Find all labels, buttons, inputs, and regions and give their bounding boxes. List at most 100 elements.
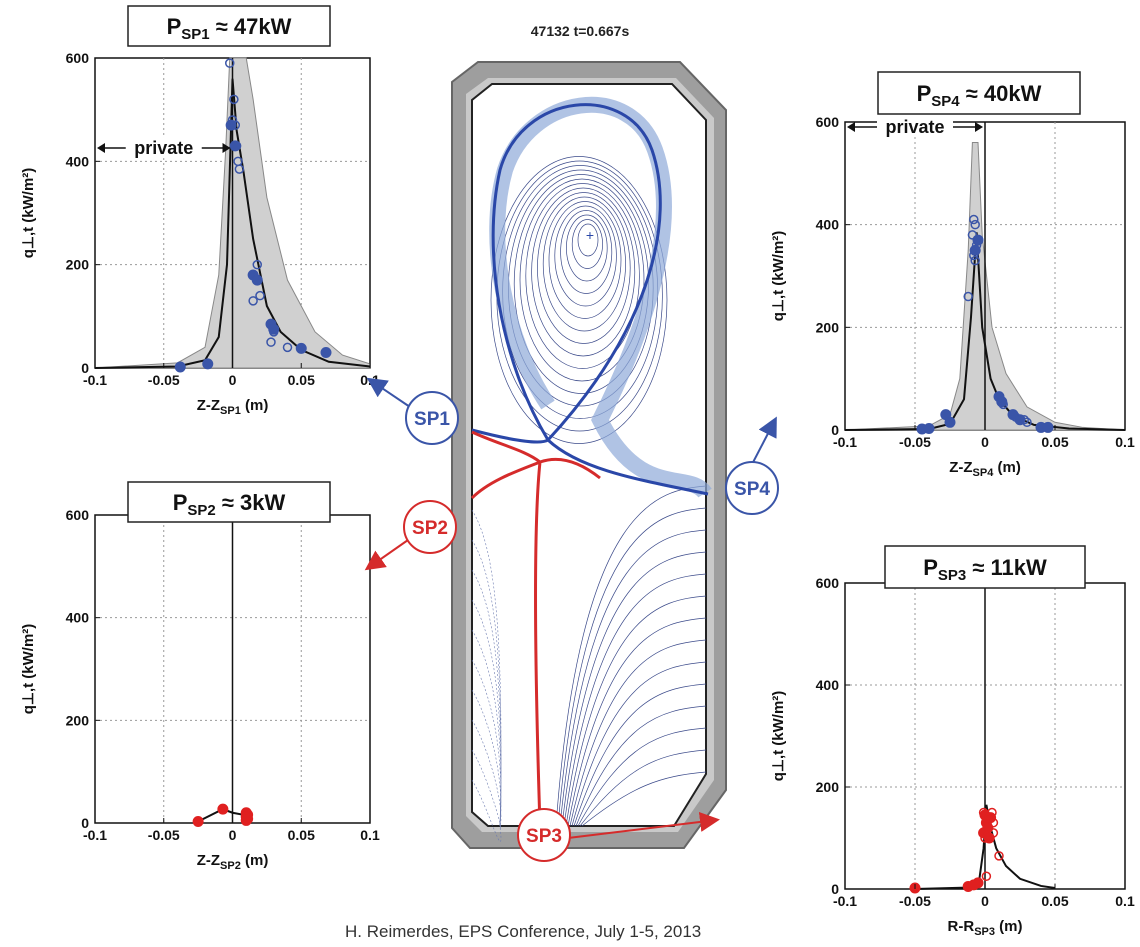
y-tick-label-sp3: 600 <box>816 575 840 591</box>
sol-blue-band <box>489 96 712 499</box>
data-point-open-sp4 <box>963 291 973 302</box>
title-box-sp4 <box>877 71 1081 115</box>
open-field-line <box>567 617 707 827</box>
private-label-sp4: private <box>885 117 944 137</box>
data-point-sp1 <box>268 323 280 335</box>
marker-label-sp3: SP3 <box>526 826 562 847</box>
data-point-sp4 <box>923 422 935 434</box>
private-flux-line <box>471 599 502 827</box>
y-tick-label-sp1: 0 <box>81 360 89 376</box>
x-tick-label-sp1: 0 <box>229 372 237 388</box>
y-tick-label-sp2: 400 <box>66 610 90 626</box>
data-point-open-sp3 <box>994 851 1004 861</box>
panel-sp4: -0.1 -0.05 0 0.05 0.1 0 200 400 600 q⊥,t (kW/m²) Z… <box>770 71 1135 479</box>
chart-title-sp3: PSP3 ≈ 11kW <box>923 555 1047 584</box>
open-field-line <box>579 749 707 827</box>
flux-surface <box>571 219 603 269</box>
private-arrow-right-sp4 <box>975 122 983 132</box>
chart-title-sp1: PSP1 ≈ 47kW <box>167 14 292 43</box>
y-tick-label-sp3: 0 <box>831 881 839 897</box>
charts-layer: -0.1 -0.05 0 0.05 0.1 0 200 400 600 q⊥,t (kW/m²) Z… <box>20 5 1135 938</box>
open-field-line <box>575 705 707 827</box>
y-tick-label-sp4: 400 <box>816 217 840 233</box>
panel-sp3: -0.1 -0.05 0 0.05 0.1 0 200 400 600 q⊥,t (kW/m²) R… <box>770 545 1135 938</box>
open-field-line <box>569 639 707 827</box>
x-tick-label-sp3: 0 <box>981 893 989 909</box>
sp2-arrow <box>364 539 409 571</box>
open-field-line <box>557 507 707 827</box>
private-flux-line <box>471 659 502 827</box>
marker-label-sp1: SP1 <box>414 409 450 430</box>
private-flux-line <box>471 719 502 827</box>
y-tick-label-sp3: 400 <box>816 677 840 693</box>
x-axis-label-sp1: Z-ZSP1 (m) <box>197 397 269 417</box>
x-tick-label-sp4: -0.05 <box>899 434 931 450</box>
separatrix-blue <box>471 103 709 496</box>
y-axis-label-sp2: q⊥,t (kW/m²) <box>20 624 37 715</box>
data-point-open-sp1 <box>229 94 239 105</box>
sp1-arrow <box>366 377 411 408</box>
y-tick-label-sp2: 600 <box>66 507 90 523</box>
data-point-open-sp4 <box>1011 412 1021 422</box>
x-tick-label-sp4: 0.1 <box>1115 434 1135 450</box>
y-tick-label-sp2: 0 <box>81 815 89 831</box>
marker-circle-sp4 <box>725 461 779 515</box>
data-point-sp2 <box>192 815 204 827</box>
open-field-line <box>563 573 707 827</box>
data-point-sp2 <box>240 814 252 826</box>
data-point-open-sp4 <box>967 230 978 240</box>
x-tick-label-sp2: 0 <box>229 827 237 843</box>
data-point-open-sp1 <box>227 115 238 125</box>
flux-surface <box>554 205 617 307</box>
private-label-bg-sp4 <box>877 115 953 137</box>
x-tick-label-sp2: 0.05 <box>288 827 315 843</box>
open-field-line <box>559 529 707 827</box>
data-point-open-sp4 <box>970 255 980 266</box>
marker-circle-sp2 <box>403 500 457 554</box>
data-point-open-sp4 <box>969 214 979 225</box>
y-axis-label-sp4: q⊥,t (kW/m²) <box>770 231 787 322</box>
data-point-open-sp1 <box>234 164 245 174</box>
data-point-sp4 <box>972 234 984 246</box>
private-arrow-left-sp4 <box>847 122 855 132</box>
data-point-sp1 <box>174 361 186 373</box>
x-tick-label-sp3: -0.1 <box>833 893 857 909</box>
equilibrium-diagram: 47132 t=0.667s + <box>451 23 727 849</box>
private-arrow-right-sp1 <box>222 143 231 153</box>
x-tick-label-sp1: 0.05 <box>288 372 315 388</box>
x-tick-label-sp4: 0.05 <box>1041 434 1068 450</box>
flux-surface <box>490 156 668 444</box>
data-point-open-sp3 <box>981 871 992 881</box>
data-point-sp4 <box>944 416 956 428</box>
open-field-line <box>565 595 707 827</box>
sp3-arrow <box>567 812 720 839</box>
flux-surface <box>566 214 608 282</box>
magnetic-axis-marker: + <box>586 227 594 243</box>
data-point-open-sp1 <box>225 58 235 68</box>
data-point-open-sp4 <box>970 219 980 230</box>
data-point-open-sp3 <box>980 833 990 843</box>
strike-point-markers: SP1 SP2 SP3 SP4 <box>403 391 779 862</box>
open-field-line <box>577 727 707 827</box>
open-field-line <box>581 771 707 827</box>
private-label-bg-sp1 <box>125 136 202 158</box>
data-point-open-sp3 <box>988 817 999 828</box>
open-field-line <box>571 661 707 827</box>
x-axis-label-sp2: Z-ZSP2 (m) <box>197 852 269 872</box>
data-point-open-sp1 <box>230 120 240 130</box>
separatrix-red <box>470 430 601 827</box>
chart-title-sp4: PSP4 ≈ 40kW <box>917 81 1042 110</box>
data-point-open-sp3 <box>988 828 999 838</box>
open-field-line <box>573 683 707 827</box>
x-tick-label-sp2: 0.1 <box>360 827 380 843</box>
data-point-open-sp1 <box>282 342 293 353</box>
x-tick-label-sp4: 0 <box>981 434 989 450</box>
shot-label: 47132 t=0.667s <box>531 23 630 39</box>
private-label-sp1: private <box>134 138 193 158</box>
private-flux-line <box>471 629 502 827</box>
title-box-sp1 <box>127 5 331 47</box>
footer-credit: H. Reimerdes, EPS Conference, July 1-5, … <box>345 922 702 941</box>
flux-surface <box>537 192 631 344</box>
